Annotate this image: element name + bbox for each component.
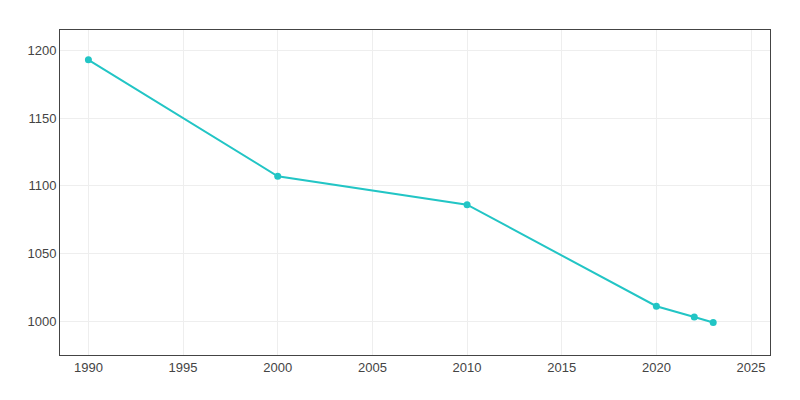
svg-text:2025: 2025 (737, 360, 766, 375)
svg-text:2010: 2010 (453, 360, 482, 375)
svg-text:2020: 2020 (642, 360, 671, 375)
svg-text:1050: 1050 (27, 246, 56, 261)
svg-text:1150: 1150 (28, 111, 56, 126)
svg-text:2000: 2000 (263, 360, 292, 375)
svg-text:1990: 1990 (74, 360, 103, 375)
svg-text:1000: 1000 (27, 314, 56, 329)
svg-text:2005: 2005 (358, 360, 387, 375)
svg-text:1200: 1200 (27, 43, 56, 58)
svg-text:1100: 1100 (28, 178, 56, 193)
svg-text:1995: 1995 (169, 360, 198, 375)
svg-text:2015: 2015 (547, 360, 576, 375)
